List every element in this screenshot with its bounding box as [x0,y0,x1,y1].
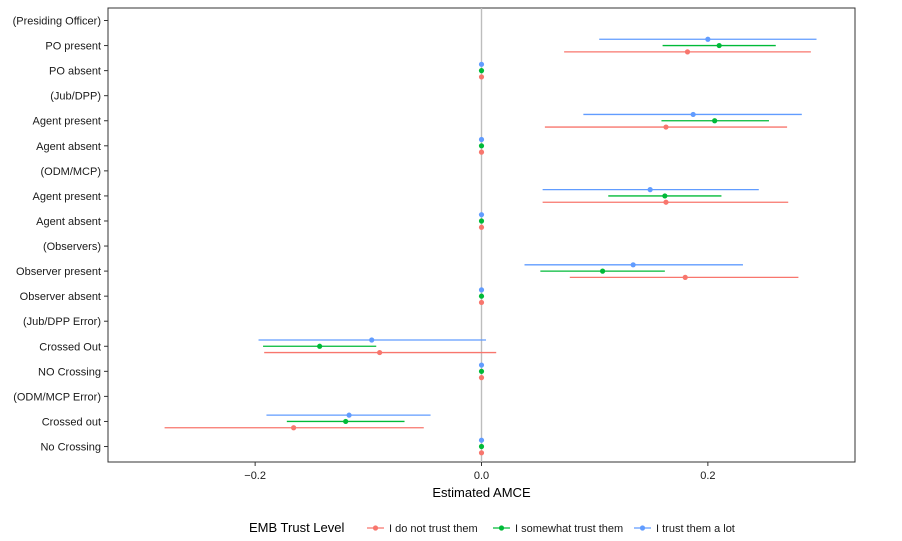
estimate-point [705,36,711,42]
legend-item: I trust them a lot [634,523,735,535]
y-tick-label: Agent present [33,191,102,203]
x-tick-label: −0.2 [244,470,266,482]
estimate-point [478,287,485,293]
y-tick-label: (ODM/MCP Error) [13,391,101,403]
estimate-point [630,262,636,268]
y-tick-label: Agent absent [36,141,101,153]
estimate-point [317,343,323,349]
y-tick-label: NO Crossing [38,366,101,378]
estimate-point [369,337,375,343]
legend: EMB Trust Level I do not trust them I some… [249,520,735,535]
estimate-point [478,218,485,224]
y-tick-label: Agent absent [36,216,101,228]
estimate-point [600,268,606,274]
y-tick-label: Crossed out [42,416,101,428]
y-tick-label: Observer present [16,266,101,278]
y-tick-label: (Observers) [43,241,101,253]
y-tick-label: No Crossing [40,442,101,454]
estimate-point [478,437,485,443]
y-tick-label: (Jub/DPP Error) [23,316,101,328]
estimate-point [684,49,691,55]
x-tick-label: 0.0 [474,470,489,482]
estimate-point [291,425,297,431]
estimate-point [478,224,485,230]
estimate-point [346,412,352,418]
estimate-point [377,349,383,356]
legend-key-point [372,525,379,531]
estimate-point [682,274,688,280]
y-tick-label: (Jub/DPP) [50,91,101,103]
estimate-point [478,362,485,368]
estimate-point [478,293,485,299]
estimate-point [478,375,485,381]
estimate-point [712,118,718,124]
x-axis-title: Estimated AMCE [432,485,531,500]
estimate-point [478,443,485,450]
estimate-point [663,199,669,205]
y-tick-label: (ODM/MCP) [41,166,102,178]
estimate-point [647,187,653,193]
chart-marks [164,36,817,456]
y-tick-label: PO present [45,41,101,53]
y-tick-label: Observer absent [20,291,101,303]
y-axis: (Presiding Officer) PO present PO absent (J… [13,16,108,454]
estimate-point [478,68,485,74]
legend-item: I somewhat trust them [493,523,623,535]
y-tick-label: Agent present [33,116,102,128]
y-tick-label: (Presiding Officer) [13,16,101,28]
estimate-point [478,299,485,306]
series-3 [258,36,817,443]
y-tick-label: Crossed Out [39,341,101,353]
legend-label: I trust them a lot [656,523,735,535]
legend-title: EMB Trust Level [249,520,344,535]
estimate-point [478,212,485,218]
estimate-point [478,61,485,67]
legend-item: I do not trust them [367,523,478,535]
legend-key-point [639,525,646,531]
legend-label: I somewhat trust them [515,523,623,535]
estimate-point [343,418,349,425]
legend-key-point [498,525,505,531]
estimate-point [662,193,668,199]
estimate-point [478,450,485,456]
estimate-point [478,368,485,374]
estimate-point [716,42,722,49]
series-2 [263,42,776,450]
series-1 [164,49,811,456]
x-axis: −0.2 0.0 0.2 [244,462,716,482]
estimate-point [478,143,485,149]
estimate-point [478,136,485,143]
legend-label: I do not trust them [389,523,478,535]
y-tick-label: PO absent [49,66,101,78]
estimate-point [690,111,696,118]
x-tick-label: 0.2 [700,470,715,482]
estimate-point [478,74,485,80]
estimate-point [663,124,669,130]
estimate-point [478,149,485,155]
